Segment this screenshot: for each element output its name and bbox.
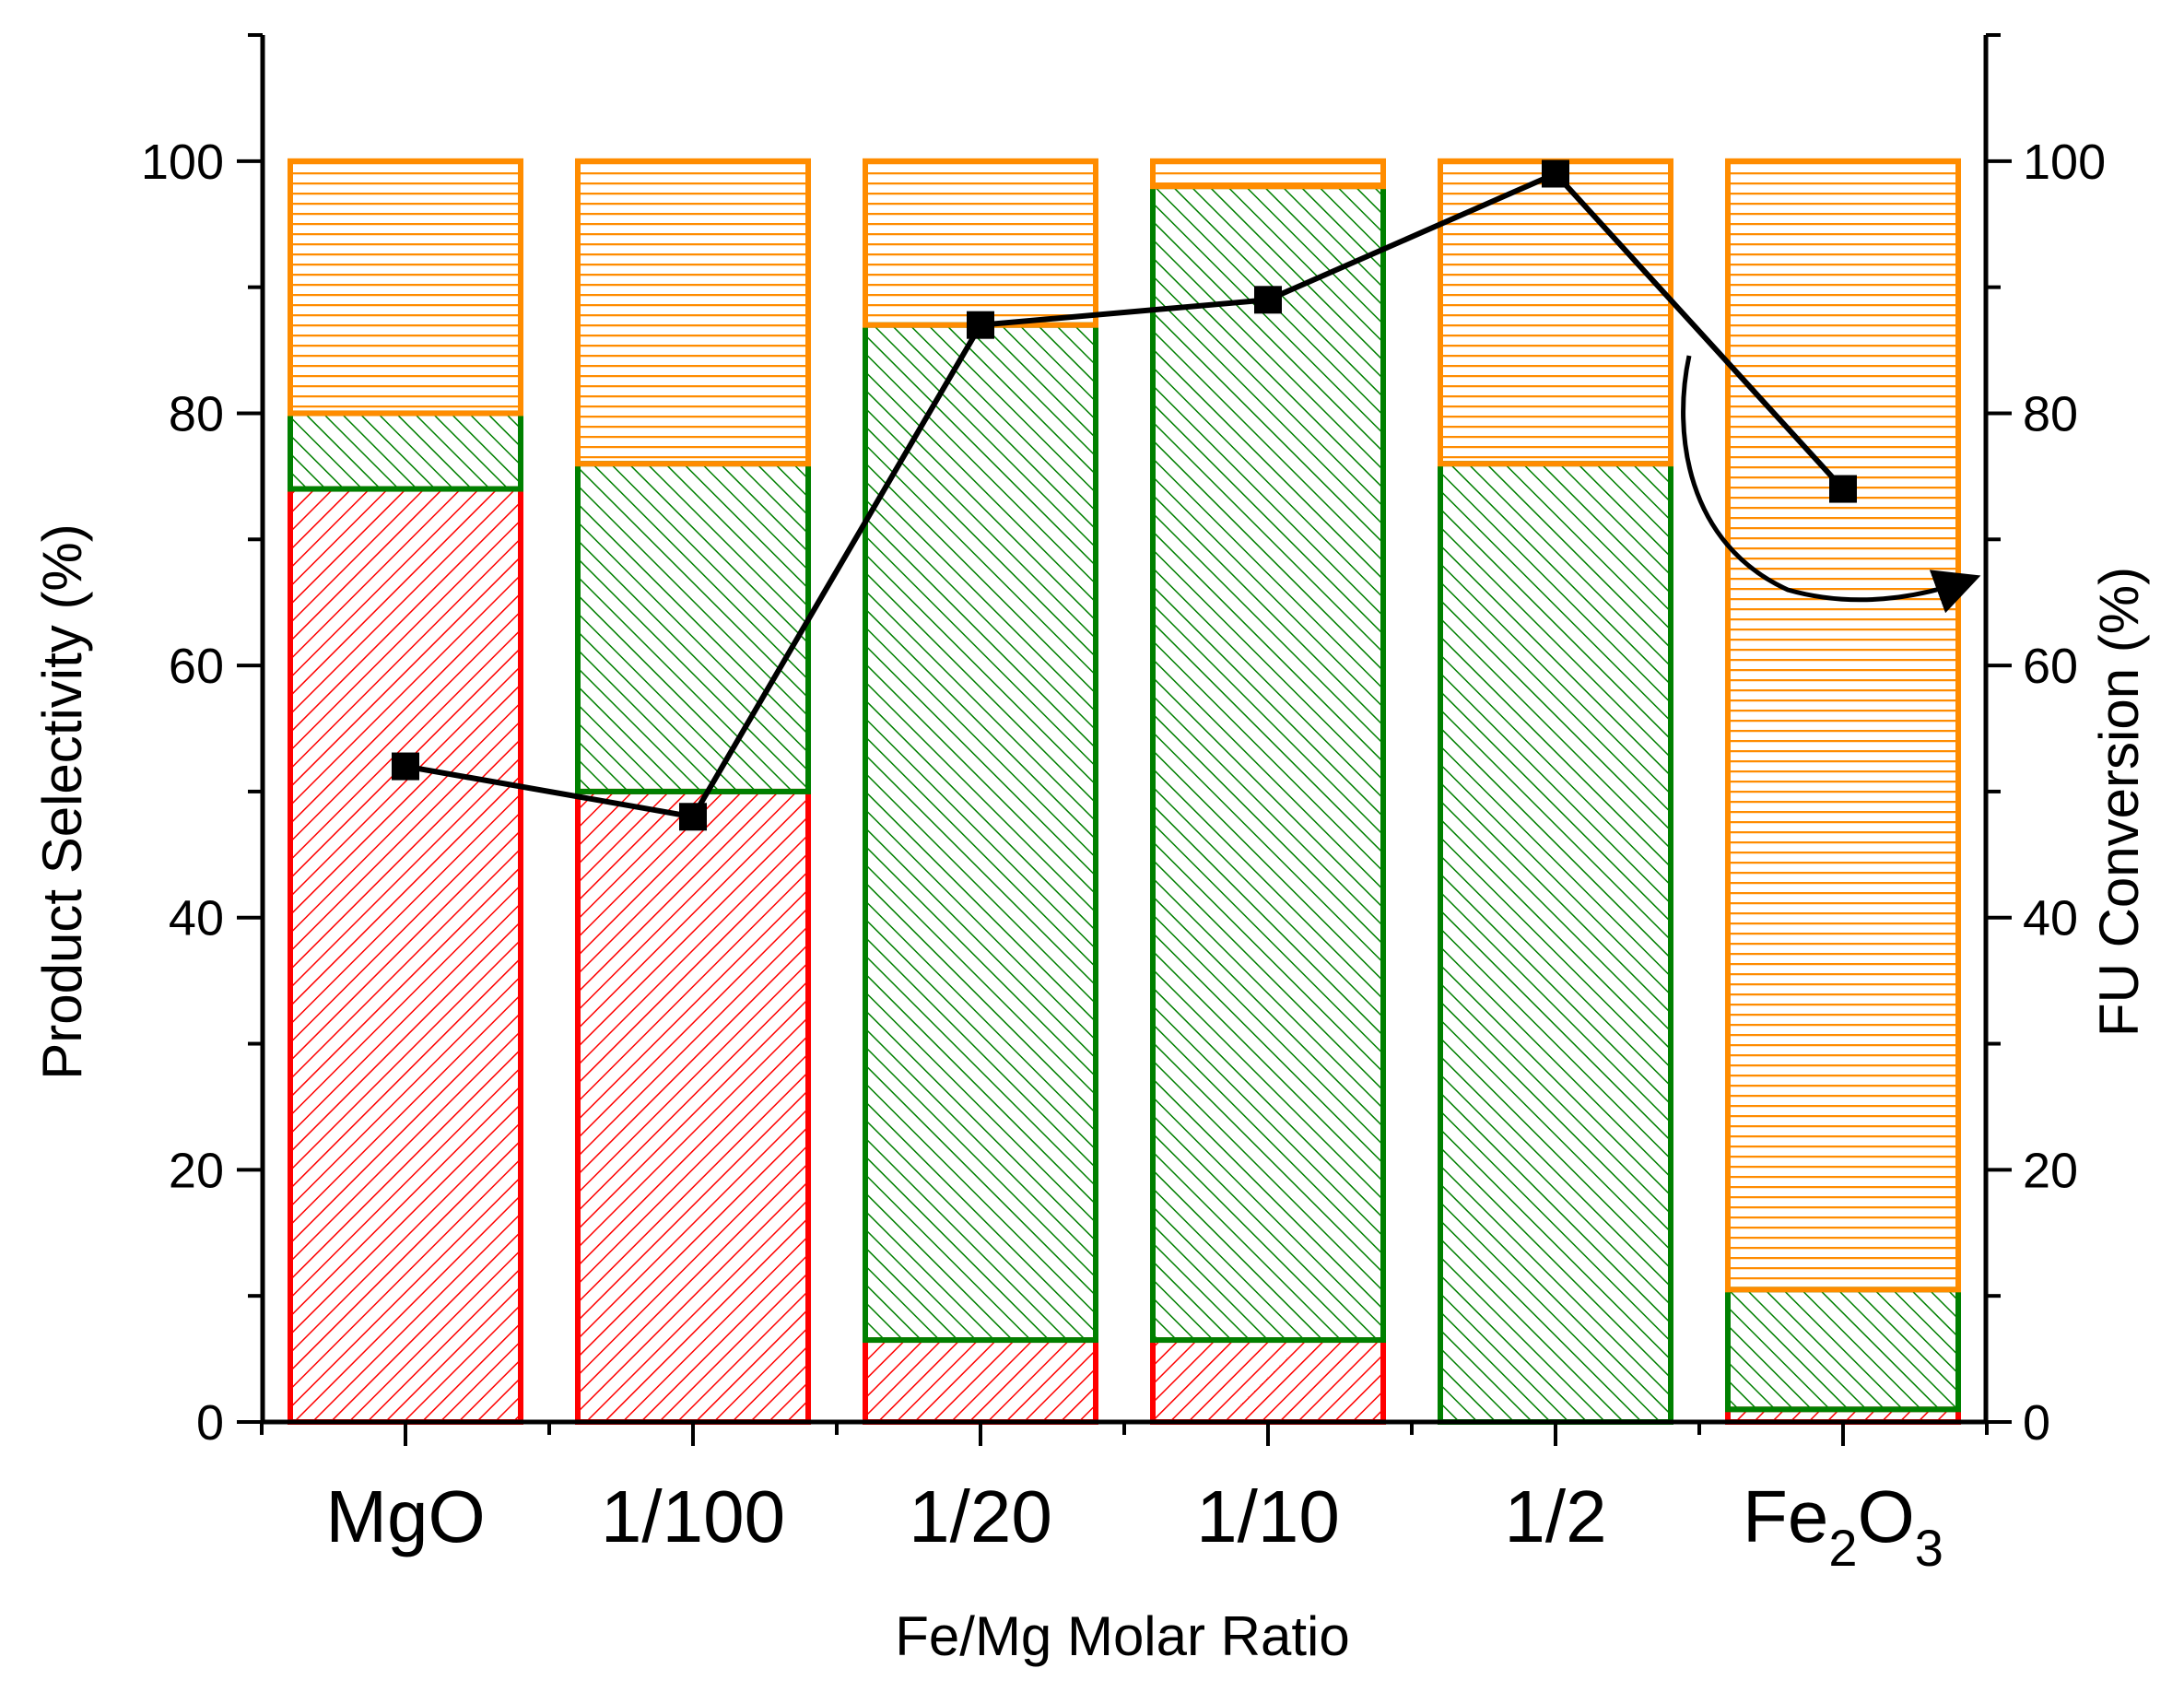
y2-tick-label: 20 [2023, 1143, 2078, 1198]
annotation-arrow [1681, 355, 1981, 614]
bar-segment [1150, 183, 1386, 1344]
axes-layer: 0 20 40 60 80 100 0 20 40 60 80 100 MgO 1/100 1/20 1/10… [141, 33, 2106, 1577]
bar-segment [863, 1337, 1098, 1426]
bar-segment [1725, 158, 1961, 1293]
bar-segment [1150, 1337, 1386, 1426]
x-tick-label: 1/10 [1196, 1475, 1340, 1557]
bar-segment [288, 410, 523, 492]
bar-segment [288, 158, 523, 417]
fu-conversion-line [405, 170, 1846, 820]
x-tick-label: MgO [325, 1475, 485, 1557]
bar-segment [863, 158, 1098, 328]
y-tick-label: 60 [169, 639, 224, 694]
x-axis-title: Fe/Mg Molar Ratio [895, 1605, 1349, 1667]
bar-segment [1150, 158, 1386, 190]
bar-segment [1725, 1287, 1961, 1413]
y2-tick-label: 0 [2023, 1395, 2050, 1451]
fu-conversion-marker [679, 803, 707, 831]
bar-segment [575, 788, 811, 1425]
fu-conversion-marker [1829, 475, 1857, 503]
bar-segment [1438, 461, 1673, 1426]
y2-tick-label: 40 [2023, 891, 2078, 946]
fu-conversion-marker [392, 752, 419, 781]
y-tick-label: 100 [141, 135, 224, 190]
bar-segment [288, 486, 523, 1425]
x-tick-label: 1/20 [909, 1475, 1052, 1557]
fu-conversion-marker [1542, 159, 1569, 188]
fu-conversion-marker [1254, 286, 1282, 314]
line-layer [392, 159, 1857, 831]
bar-segment [575, 158, 811, 467]
bars-layer [288, 158, 1961, 1426]
y-tick-label: 0 [196, 1395, 224, 1451]
y-axis-title: Product Selectivity (%) [31, 523, 93, 1080]
y2-tick-label: 60 [2023, 639, 2078, 694]
x-tick-label: 1/2 [1504, 1475, 1606, 1557]
bar-segment [863, 322, 1098, 1344]
y-tick-label: 80 [169, 386, 224, 441]
y-tick-label: 20 [169, 1143, 224, 1198]
y2-tick-label: 80 [2023, 386, 2078, 441]
x-tick-label: Fe2O3 [1743, 1475, 1943, 1577]
bar-segment [575, 461, 811, 794]
x-tick-label: 1/100 [601, 1475, 785, 1557]
y2-tick-label: 100 [2023, 135, 2106, 190]
y2-axis-title: FU Conversion (%) [2088, 567, 2150, 1037]
fu-conversion-marker [967, 311, 994, 339]
y-tick-label: 40 [169, 891, 224, 946]
